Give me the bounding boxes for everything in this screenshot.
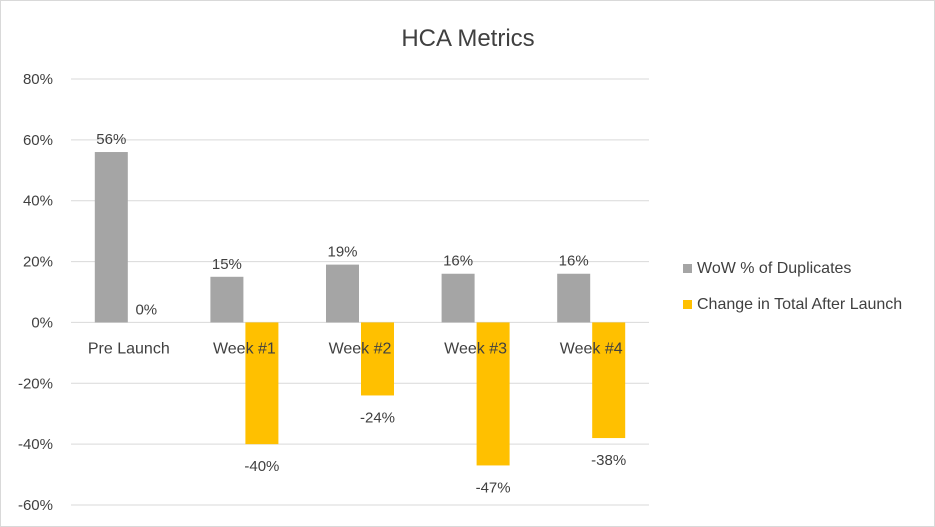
category-label: Pre Launch xyxy=(88,340,170,357)
bar-change-total xyxy=(245,322,279,445)
category-labels: Pre Launch Week #1 Week #2 Week #3 Week #4 xyxy=(88,340,623,357)
bar-duplicates xyxy=(94,152,128,323)
bar-change-total xyxy=(361,322,394,396)
data-label: 0% xyxy=(135,301,157,318)
y-tick-label: 40% xyxy=(23,193,53,210)
bars xyxy=(94,152,626,466)
y-axis-ticks: 80% 60% 40% 20% 0% -20% -40% -60% xyxy=(18,71,53,514)
data-label: -38% xyxy=(591,452,626,469)
data-label: 15% xyxy=(212,256,242,273)
data-label: 16% xyxy=(443,253,473,270)
data-label: 16% xyxy=(559,253,589,270)
data-label: 56% xyxy=(96,131,126,148)
bar-change-total xyxy=(476,322,510,466)
legend-swatch-change-total xyxy=(683,300,692,309)
category-label: Week #4 xyxy=(560,340,623,357)
bar-duplicates xyxy=(210,276,244,323)
category-label: Week #3 xyxy=(444,340,507,357)
category-label: Week #2 xyxy=(329,340,392,357)
data-label: -24% xyxy=(360,409,395,426)
bar-duplicates xyxy=(441,273,475,323)
data-label: -40% xyxy=(244,458,279,475)
y-tick-label: -40% xyxy=(18,436,53,453)
category-label: Week #1 xyxy=(213,340,276,357)
y-tick-label: -60% xyxy=(18,497,53,514)
legend-label-change-total: Change in Total After Launch xyxy=(697,296,902,313)
y-tick-label: 20% xyxy=(23,254,53,271)
data-labels: 56% 0% 15% -40% 19% -24% 16% -47% 16% -38% xyxy=(96,131,626,496)
legend: WoW % of Duplicates Change in Total Afte… xyxy=(683,260,902,313)
bar-duplicates xyxy=(557,273,591,323)
y-tick-label: 0% xyxy=(31,314,53,331)
bar-change-total xyxy=(592,322,626,439)
y-tick-label: 80% xyxy=(23,71,53,88)
y-tick-label: 60% xyxy=(23,132,53,149)
data-label: -47% xyxy=(476,479,511,496)
bar-duplicates xyxy=(326,264,359,323)
y-tick-label: -20% xyxy=(18,375,53,392)
legend-label-duplicates: WoW % of Duplicates xyxy=(697,260,851,277)
chart-title: HCA Metrics xyxy=(401,25,534,52)
gridlines xyxy=(71,78,649,506)
legend-swatch-duplicates xyxy=(683,264,692,273)
data-label: 19% xyxy=(327,244,357,261)
